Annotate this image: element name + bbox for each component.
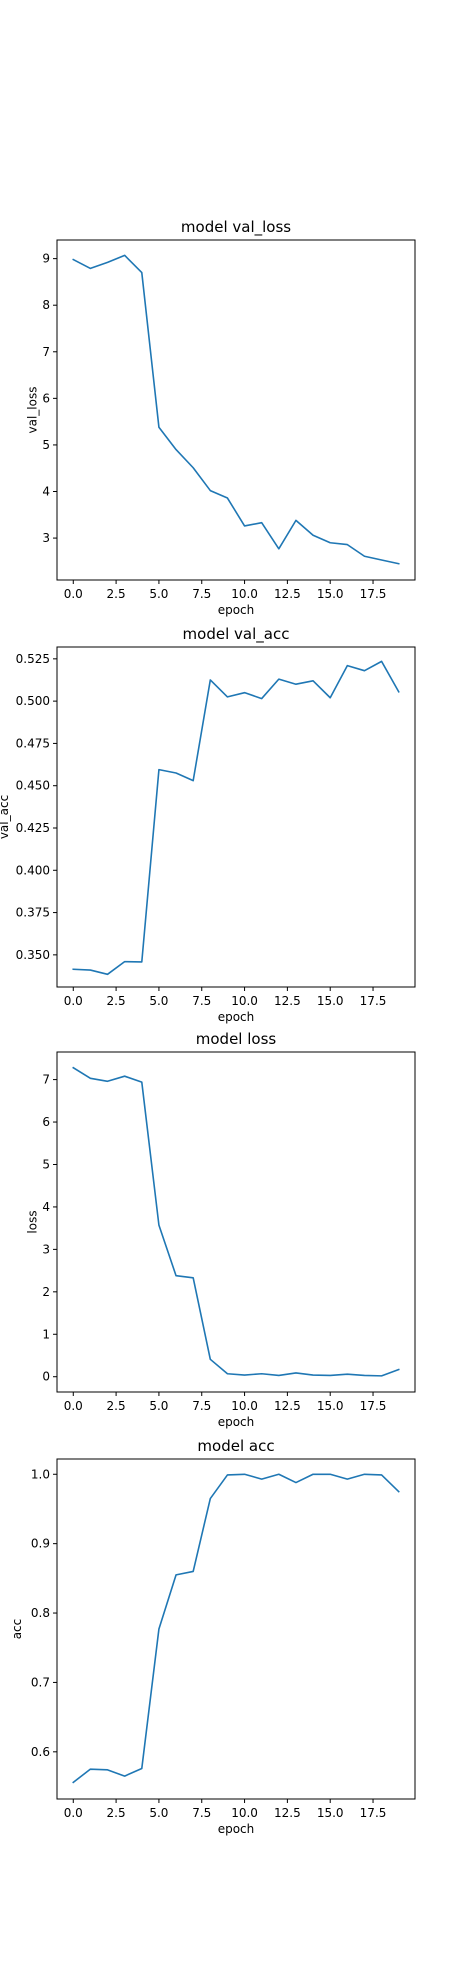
x-tick-label: 17.5 bbox=[360, 1806, 387, 1820]
series-line bbox=[72, 1066, 400, 1377]
x-axis-label: epoch bbox=[218, 1822, 255, 1836]
x-tick-label: 10.0 bbox=[231, 1399, 258, 1413]
x-tick-label: 2.5 bbox=[107, 1399, 126, 1413]
x-tick-label: 15.0 bbox=[317, 1399, 344, 1413]
x-tick-label: 10.0 bbox=[231, 1806, 258, 1820]
x-tick-label: 17.5 bbox=[360, 994, 387, 1008]
x-tick-label: 7.5 bbox=[192, 1399, 211, 1413]
x-tick-label: 17.5 bbox=[360, 587, 387, 601]
x-tick-label: 7.5 bbox=[192, 994, 211, 1008]
series-line bbox=[72, 1473, 400, 1784]
y-tick-label: 5 bbox=[42, 1157, 50, 1171]
y-tick-label: 0.425 bbox=[16, 821, 50, 835]
y-tick-label: 7 bbox=[42, 345, 50, 359]
y-tick-label: 0.450 bbox=[16, 779, 50, 793]
x-tick-label: 5.0 bbox=[149, 1399, 168, 1413]
x-tick-label: 0.0 bbox=[64, 1399, 83, 1413]
x-tick-label: 7.5 bbox=[192, 587, 211, 601]
y-tick-label: 0.350 bbox=[16, 948, 50, 962]
x-tick-label: 17.5 bbox=[360, 1399, 387, 1413]
y-axis-label: val_acc bbox=[0, 795, 11, 839]
x-tick-label: 0.0 bbox=[64, 1806, 83, 1820]
y-tick-label: 6 bbox=[42, 1115, 50, 1129]
y-tick-label: 0.400 bbox=[16, 863, 50, 877]
x-tick-label: 10.0 bbox=[231, 994, 258, 1008]
x-tick-label: 2.5 bbox=[107, 587, 126, 601]
chart-title: model val_loss bbox=[181, 218, 291, 237]
y-tick-label: 0.375 bbox=[16, 906, 50, 920]
x-tick-label: 15.0 bbox=[317, 587, 344, 601]
chart-title: model acc bbox=[197, 1437, 274, 1455]
axes-frame bbox=[56, 1051, 416, 1393]
x-tick-label: 12.5 bbox=[274, 1399, 301, 1413]
x-tick-label: 7.5 bbox=[192, 1806, 211, 1820]
x-tick-label: 0.0 bbox=[64, 587, 83, 601]
chart-3: model acc 0.0 2.5 5.0 7.5 10.0 12.5 15.0 17.5 0.6… bbox=[10, 1437, 416, 1836]
series-line bbox=[72, 254, 400, 565]
x-tick-label: 12.5 bbox=[274, 994, 301, 1008]
chart-title: model val_acc bbox=[183, 625, 290, 644]
chart-title: model loss bbox=[196, 1030, 277, 1048]
y-tick-label: 1 bbox=[42, 1327, 50, 1341]
x-tick-label: 5.0 bbox=[149, 1806, 168, 1820]
y-axis-label: val_loss bbox=[25, 387, 39, 434]
x-tick-label: 2.5 bbox=[107, 1806, 126, 1820]
axes-frame bbox=[56, 646, 416, 988]
y-tick-label: 0.500 bbox=[16, 694, 50, 708]
x-tick-label: 5.0 bbox=[149, 994, 168, 1008]
x-tick-label: 15.0 bbox=[317, 1806, 344, 1820]
x-tick-label: 0.0 bbox=[64, 994, 83, 1008]
y-tick-label: 1.0 bbox=[31, 1467, 50, 1481]
chart-0: model val_loss 0.0 2.5 5.0 7.5 10.0 12.5 15.0 17… bbox=[25, 218, 416, 617]
x-tick-label: 12.5 bbox=[274, 1806, 301, 1820]
y-tick-label: 7 bbox=[42, 1073, 50, 1087]
chart-1: model val_acc 0.0 2.5 5.0 7.5 10.0 12.5 15.0 17.… bbox=[0, 625, 416, 1024]
x-tick-label: 15.0 bbox=[317, 994, 344, 1008]
y-tick-label: 8 bbox=[42, 298, 50, 312]
y-tick-label: 0 bbox=[42, 1370, 50, 1384]
x-tick-label: 12.5 bbox=[274, 587, 301, 601]
y-tick-label: 0.475 bbox=[16, 736, 50, 750]
y-tick-label: 0.6 bbox=[31, 1745, 50, 1759]
y-tick-label: 0.8 bbox=[31, 1606, 50, 1620]
x-axis-label: epoch bbox=[218, 1415, 255, 1429]
y-tick-label: 9 bbox=[42, 252, 50, 266]
y-tick-label: 3 bbox=[42, 1242, 50, 1256]
series-line bbox=[72, 660, 400, 976]
y-tick-label: 6 bbox=[42, 391, 50, 405]
x-axis-label: epoch bbox=[218, 603, 255, 617]
x-tick-label: 10.0 bbox=[231, 587, 258, 601]
y-tick-label: 5 bbox=[42, 438, 50, 452]
x-tick-label: 2.5 bbox=[107, 994, 126, 1008]
chart-2: model loss 0.0 2.5 5.0 7.5 10.0 12.5 15.0 17.5 0 1… bbox=[25, 1030, 416, 1429]
y-tick-label: 0.9 bbox=[31, 1537, 50, 1551]
x-axis-label: epoch bbox=[218, 1010, 255, 1024]
y-axis-label: acc bbox=[10, 1619, 24, 1640]
y-tick-label: 0.525 bbox=[16, 652, 50, 666]
y-axis-label: loss bbox=[25, 1210, 39, 1233]
x-tick-label: 5.0 bbox=[149, 587, 168, 601]
y-tick-label: 2 bbox=[42, 1285, 50, 1299]
y-tick-label: 4 bbox=[42, 1200, 50, 1214]
axes-frame bbox=[56, 239, 416, 581]
y-tick-label: 4 bbox=[42, 485, 50, 499]
y-tick-label: 0.7 bbox=[31, 1675, 50, 1689]
axes-frame bbox=[56, 1458, 416, 1800]
y-tick-label: 3 bbox=[42, 531, 50, 545]
